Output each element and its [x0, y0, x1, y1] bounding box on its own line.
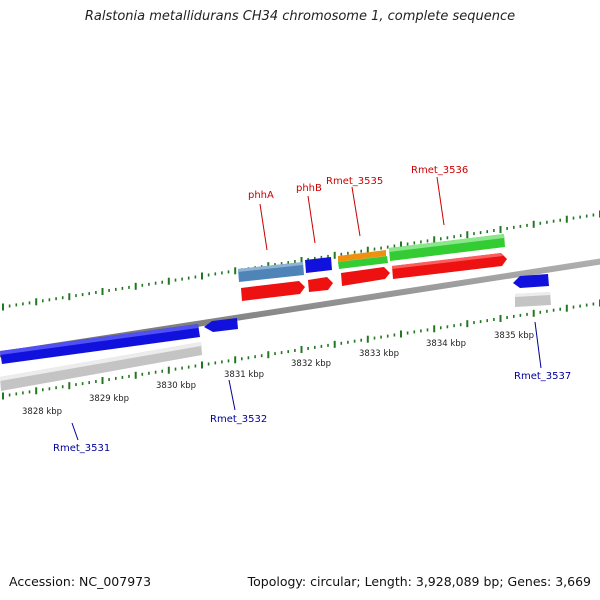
gene-Rmet_3532-arrow[interactable] [204, 318, 238, 332]
label-phhB[interactable]: phhB [296, 183, 322, 194]
scale-label-3828: 3828 kbp [22, 407, 62, 417]
upper-tick-track [2, 210, 600, 311]
gene-phhB-red-arrow[interactable] [308, 277, 333, 292]
scale-label-3833: 3833 kbp [359, 349, 399, 359]
gene-phhB[interactable] [305, 257, 333, 292]
scale-label-3830: 3830 kbp [156, 381, 196, 391]
gene-Rmet_3531[interactable] [0, 324, 202, 391]
leader-Rmet_3536 [436, 176, 445, 226]
lower-tick-track [2, 299, 600, 400]
gene-Rmet_3532[interactable] [204, 318, 238, 332]
gene-phhA-red-arrow[interactable] [241, 281, 305, 301]
gene-Rmet_3537[interactable] [513, 274, 551, 307]
label-Rmet_3536[interactable]: Rmet_3536 [411, 165, 468, 176]
leader-Rmet_3531 [71, 422, 79, 441]
scale-label-3829: 3829 kbp [89, 394, 129, 404]
leader-phhB [307, 195, 316, 244]
gene-Rmet_3535-red-arrow[interactable] [341, 267, 390, 286]
gene-Rmet_3535[interactable] [338, 250, 390, 286]
scale-label-3832: 3832 kbp [291, 359, 331, 369]
label-Rmet_3535[interactable]: Rmet_3535 [326, 176, 383, 187]
gene-Rmet_3535-green-bar[interactable] [338, 256, 388, 269]
accession-text: Accession: NC_007973 [9, 574, 152, 589]
gene-Rmet_3536-red-arrow[interactable] [392, 253, 507, 279]
gene-Rmet_3531-grey-shine [0, 342, 201, 381]
gene-phhA[interactable] [238, 262, 305, 301]
upper-leader-lines [259, 176, 445, 251]
gene-Rmet_3536-red-shine [392, 253, 503, 269]
gene-Rmet_3537-arrow[interactable] [513, 274, 549, 288]
lower-leader-lines [71, 321, 542, 441]
summary-text: Topology: circular; Length: 3,928,089 bp… [247, 574, 591, 589]
leader-phhA [259, 203, 268, 251]
leader-Rmet_3532 [228, 379, 236, 411]
label-Rmet_3532[interactable]: Rmet_3532 [210, 414, 267, 425]
label-Rmet_3531[interactable]: Rmet_3531 [53, 443, 110, 454]
gene-phhB-blue-bar[interactable] [305, 257, 332, 273]
gene-Rmet_3536[interactable] [389, 234, 507, 279]
leader-Rmet_3537 [534, 321, 542, 369]
map-title: Ralstonia metallidurans CH34 chromosome … [84, 9, 516, 24]
label-Rmet_3537[interactable]: Rmet_3537 [514, 371, 571, 382]
scale-label-3831: 3831 kbp [224, 370, 264, 380]
gene-Rmet_3535-orange-bar[interactable] [338, 250, 386, 262]
scale-label-3834: 3834 kbp [426, 339, 466, 349]
label-phhA[interactable]: phhA [248, 190, 274, 201]
gene-Rmet_3537-grey-shine [515, 292, 550, 297]
gene-Rmet_3531-bar-shine [0, 324, 198, 355]
gene-Rmet_3536-green-shine [389, 234, 504, 252]
gene-phhA-steel-shine [238, 262, 303, 272]
gene-phhA-steel-bar[interactable] [238, 262, 304, 282]
leader-Rmet_3535 [351, 186, 361, 237]
scale-label-3835: 3835 kbp [494, 331, 534, 341]
